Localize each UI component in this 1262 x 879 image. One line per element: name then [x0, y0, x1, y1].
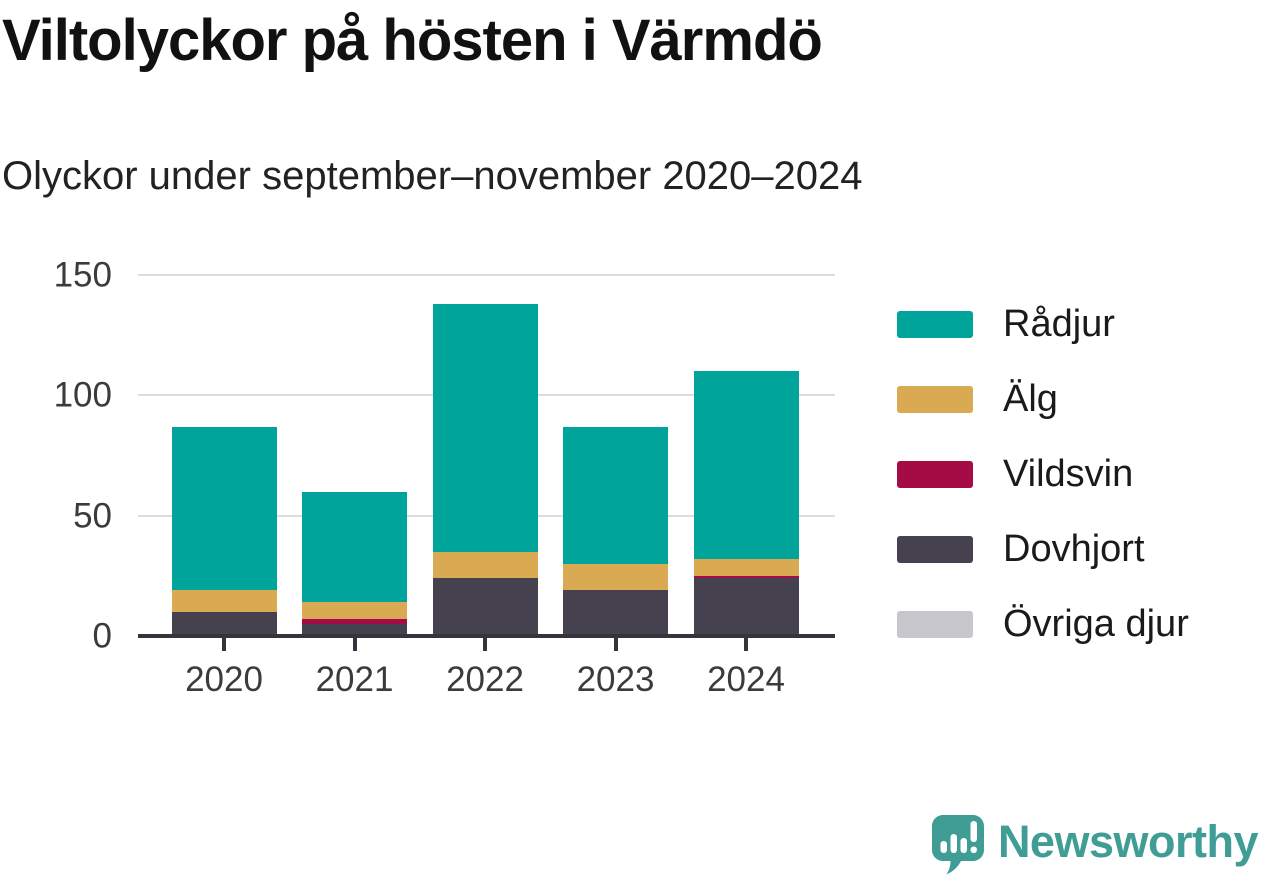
bar-2023 [563, 275, 668, 636]
segment-2024-Dovhjort [693, 578, 799, 636]
x-tick-2024 [744, 638, 748, 651]
chart-subtitle: Olyckor under september–november 2020–20… [2, 154, 863, 198]
newsworthy-logo-icon [931, 815, 984, 875]
segment-2021-Vildsvin [302, 619, 407, 624]
x-tick-label-2022: 2022 [446, 660, 524, 699]
segment-2022-Dovhjort [432, 578, 538, 636]
y-tick-label: 150 [53, 255, 112, 295]
legend-swatch-Övriga djur [897, 611, 973, 638]
x-tick-label-2023: 2023 [576, 660, 655, 699]
brand-name: Newsworthy [997, 815, 1259, 867]
segment-2024-Älg [693, 559, 799, 576]
segment-2021-Dovhjort [302, 623, 407, 636]
legend-label-Dovhjort: Dovhjort [1003, 528, 1145, 570]
legend-label-Övriga djur: Övriga djur [1003, 603, 1189, 645]
legend-swatch-Rådjur [897, 311, 973, 338]
legend-item-Älg: Älg [897, 378, 1189, 421]
x-tick-2021 [352, 638, 357, 651]
gridline-150 [138, 274, 835, 276]
segment-2022-Älg [432, 551, 538, 579]
x-tick-2022 [483, 638, 487, 651]
legend-label-Vildsvin: Vildsvin [1003, 453, 1134, 495]
segment-2021-Rådjur [302, 491, 407, 603]
legend-item-Vildsvin: Vildsvin [897, 453, 1189, 496]
y-axis: 0 50 100 150 [0, 258, 112, 654]
legend-swatch-Vildsvin [897, 461, 973, 488]
x-axis-line [138, 634, 835, 638]
bar-2021 [302, 275, 407, 636]
legend-swatch-Dovhjort [897, 536, 973, 563]
brand-footer: Newsworthy [930, 813, 1259, 875]
segment-2023-Dovhjort [563, 590, 668, 636]
plot-area [138, 274, 835, 651]
bar-2024 [693, 275, 799, 636]
bar-2020 [171, 275, 277, 636]
segment-2024-Vildsvin [693, 575, 799, 579]
segment-2020-Älg [171, 590, 277, 612]
segment-2022-Rådjur [432, 303, 538, 552]
legend-swatch-Älg [897, 386, 973, 413]
y-tick-label: 100 [53, 375, 112, 415]
legend-item-Rådjur: Rådjur [897, 303, 1189, 346]
legend-item-Dovhjort: Dovhjort [897, 528, 1189, 571]
segment-2023-Rådjur [563, 426, 668, 564]
y-tick-label: 50 [73, 496, 112, 536]
x-tick-2023 [613, 638, 618, 651]
x-tick-2020 [222, 638, 226, 651]
segment-2021-Älg [302, 602, 407, 620]
legend: Rådjur Älg Vildsvin Dovhjort Övriga djur [897, 303, 1189, 646]
x-tick-label-2021: 2021 [315, 660, 394, 699]
y-tick-label: 0 [92, 616, 112, 656]
segment-2024-Rådjur [693, 371, 799, 559]
bar-2022 [432, 275, 538, 636]
legend-label-Rådjur: Rådjur [1003, 303, 1115, 345]
segment-2023-Älg [563, 563, 668, 591]
legend-item-Övriga djur: Övriga djur [897, 603, 1189, 646]
x-tick-label-2024: 2024 [707, 660, 785, 699]
chart-title: Viltolyckor på hösten i Värmdö [2, 8, 823, 73]
segment-2020-Dovhjort [171, 611, 277, 636]
x-tick-label-2020: 2020 [185, 660, 263, 699]
legend-label-Älg: Älg [1003, 378, 1058, 420]
segment-2020-Rådjur [171, 426, 277, 591]
